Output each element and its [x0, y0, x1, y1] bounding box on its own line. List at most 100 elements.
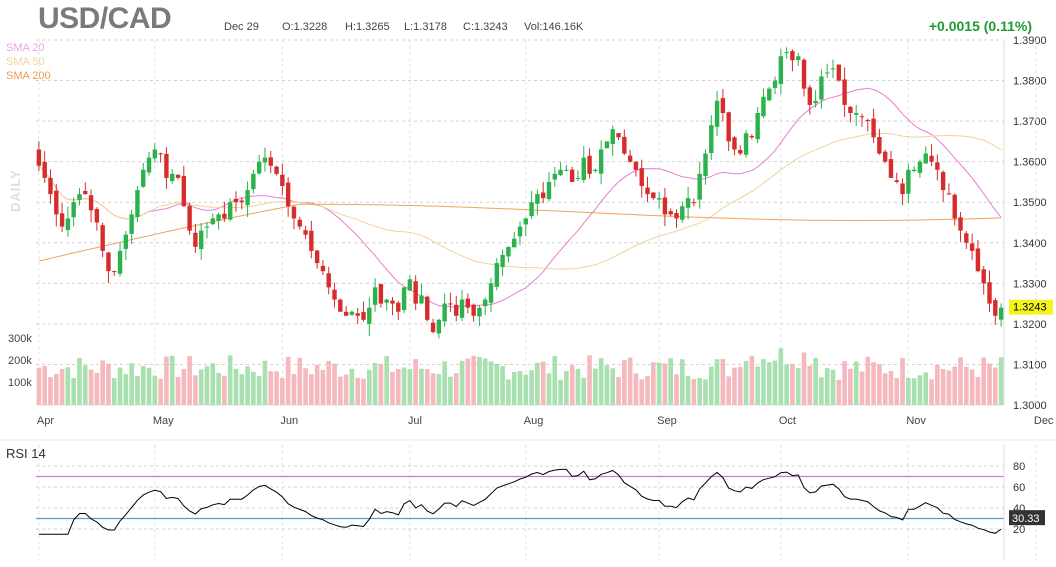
- candle-body: [372, 287, 378, 305]
- candle-body: [830, 68, 836, 70]
- candle-body: [523, 218, 528, 225]
- candle-body: [274, 166, 279, 174]
- low-label: L:1.3178: [404, 21, 447, 33]
- volume-bar: [761, 359, 766, 405]
- volume-bar: [766, 362, 772, 405]
- volume-bar: [36, 367, 42, 405]
- candle-body: [639, 168, 644, 186]
- candle-body: [106, 252, 111, 272]
- volume-bar: [575, 368, 581, 405]
- candle-body: [88, 195, 94, 211]
- candle-body: [332, 289, 337, 300]
- candle-body: [94, 209, 100, 223]
- candle-body: [170, 173, 175, 182]
- volume-bar: [175, 376, 181, 405]
- volume-bar: [193, 375, 198, 405]
- high-label: H:1.3265: [345, 21, 390, 33]
- last-price-marker: [1009, 299, 1053, 315]
- volume-bar: [494, 363, 500, 405]
- candle-body: [680, 206, 685, 220]
- volume-bar: [88, 369, 94, 405]
- candle-body: [674, 212, 679, 219]
- close-label: C:1.3243: [463, 21, 508, 33]
- volume-bar: [679, 359, 685, 405]
- month-label: Jul: [408, 415, 422, 427]
- candle-body: [668, 211, 673, 215]
- candle-body: [291, 206, 297, 219]
- candle-body: [477, 307, 482, 317]
- candle-body: [813, 100, 818, 104]
- month-label: Sep: [657, 415, 677, 427]
- volume-bar: [245, 366, 250, 405]
- volume-bar: [343, 374, 349, 405]
- candle-body: [216, 214, 221, 221]
- candle-body: [367, 307, 372, 324]
- candle-body: [465, 298, 471, 308]
- candle-body: [859, 116, 865, 118]
- candle-body: [796, 56, 801, 61]
- candle-body: [129, 214, 134, 234]
- candle-body: [778, 56, 784, 84]
- volume-bar: [946, 370, 952, 405]
- candle-body: [112, 271, 117, 273]
- volume-bar: [285, 356, 291, 405]
- volume-bar: [940, 369, 946, 405]
- candle-body: [842, 79, 847, 105]
- candle-body: [569, 169, 575, 182]
- candle-body: [877, 137, 882, 154]
- candle-body: [320, 265, 326, 272]
- volume-bar: [210, 363, 216, 405]
- volume-bar: [117, 367, 123, 405]
- candle-body: [343, 311, 349, 316]
- last-price-label: 1.3243: [1013, 302, 1047, 314]
- volume-bar: [987, 363, 992, 405]
- candle-body: [175, 174, 181, 178]
- candle-body: [384, 299, 389, 303]
- month-label: May: [153, 415, 174, 427]
- candle-body: [181, 176, 187, 207]
- volume-bar: [807, 365, 813, 405]
- candle-body: [685, 198, 691, 208]
- candle-body: [714, 100, 720, 127]
- volume-bar: [372, 362, 378, 405]
- candle-body: [546, 181, 552, 200]
- volume-bar: [569, 365, 575, 405]
- volume-bar: [65, 367, 71, 405]
- candle-body: [697, 173, 702, 200]
- candle-body: [442, 303, 447, 322]
- candle-body: [801, 59, 807, 89]
- candle-body: [152, 149, 158, 159]
- candle-body: [100, 225, 105, 251]
- volume-bar: [726, 376, 731, 405]
- month-label: Nov: [906, 415, 926, 427]
- volume-bar: [894, 378, 900, 405]
- volume-bar: [453, 373, 459, 405]
- candle-body: [935, 162, 940, 170]
- price-tick-label: 1.3000: [1013, 400, 1047, 412]
- candle-body: [245, 190, 250, 206]
- candle-body: [593, 169, 598, 172]
- volume-bar: [216, 372, 221, 405]
- candle-body: [651, 192, 656, 199]
- candle-body: [720, 98, 726, 113]
- volume-bar: [407, 369, 413, 405]
- rsi-title: RSI 14: [6, 446, 46, 461]
- volume-bar: [645, 376, 650, 405]
- candle-body: [622, 136, 627, 154]
- candle-body: [59, 213, 65, 227]
- volume-bar: [48, 377, 53, 405]
- candle-body: [401, 287, 407, 311]
- volume-bar: [303, 368, 308, 405]
- volume-label: Vol:146.16K: [524, 21, 584, 33]
- volume-bar: [952, 366, 958, 405]
- candle-body: [361, 312, 366, 320]
- candle-body: [848, 106, 853, 113]
- volume-bar: [795, 367, 801, 405]
- candle-body: [407, 279, 413, 291]
- volume-bar: [413, 359, 418, 405]
- volume-bar: [784, 364, 789, 405]
- candle-body: [430, 322, 436, 332]
- volume-bar: [111, 378, 117, 405]
- candle-body: [871, 118, 876, 138]
